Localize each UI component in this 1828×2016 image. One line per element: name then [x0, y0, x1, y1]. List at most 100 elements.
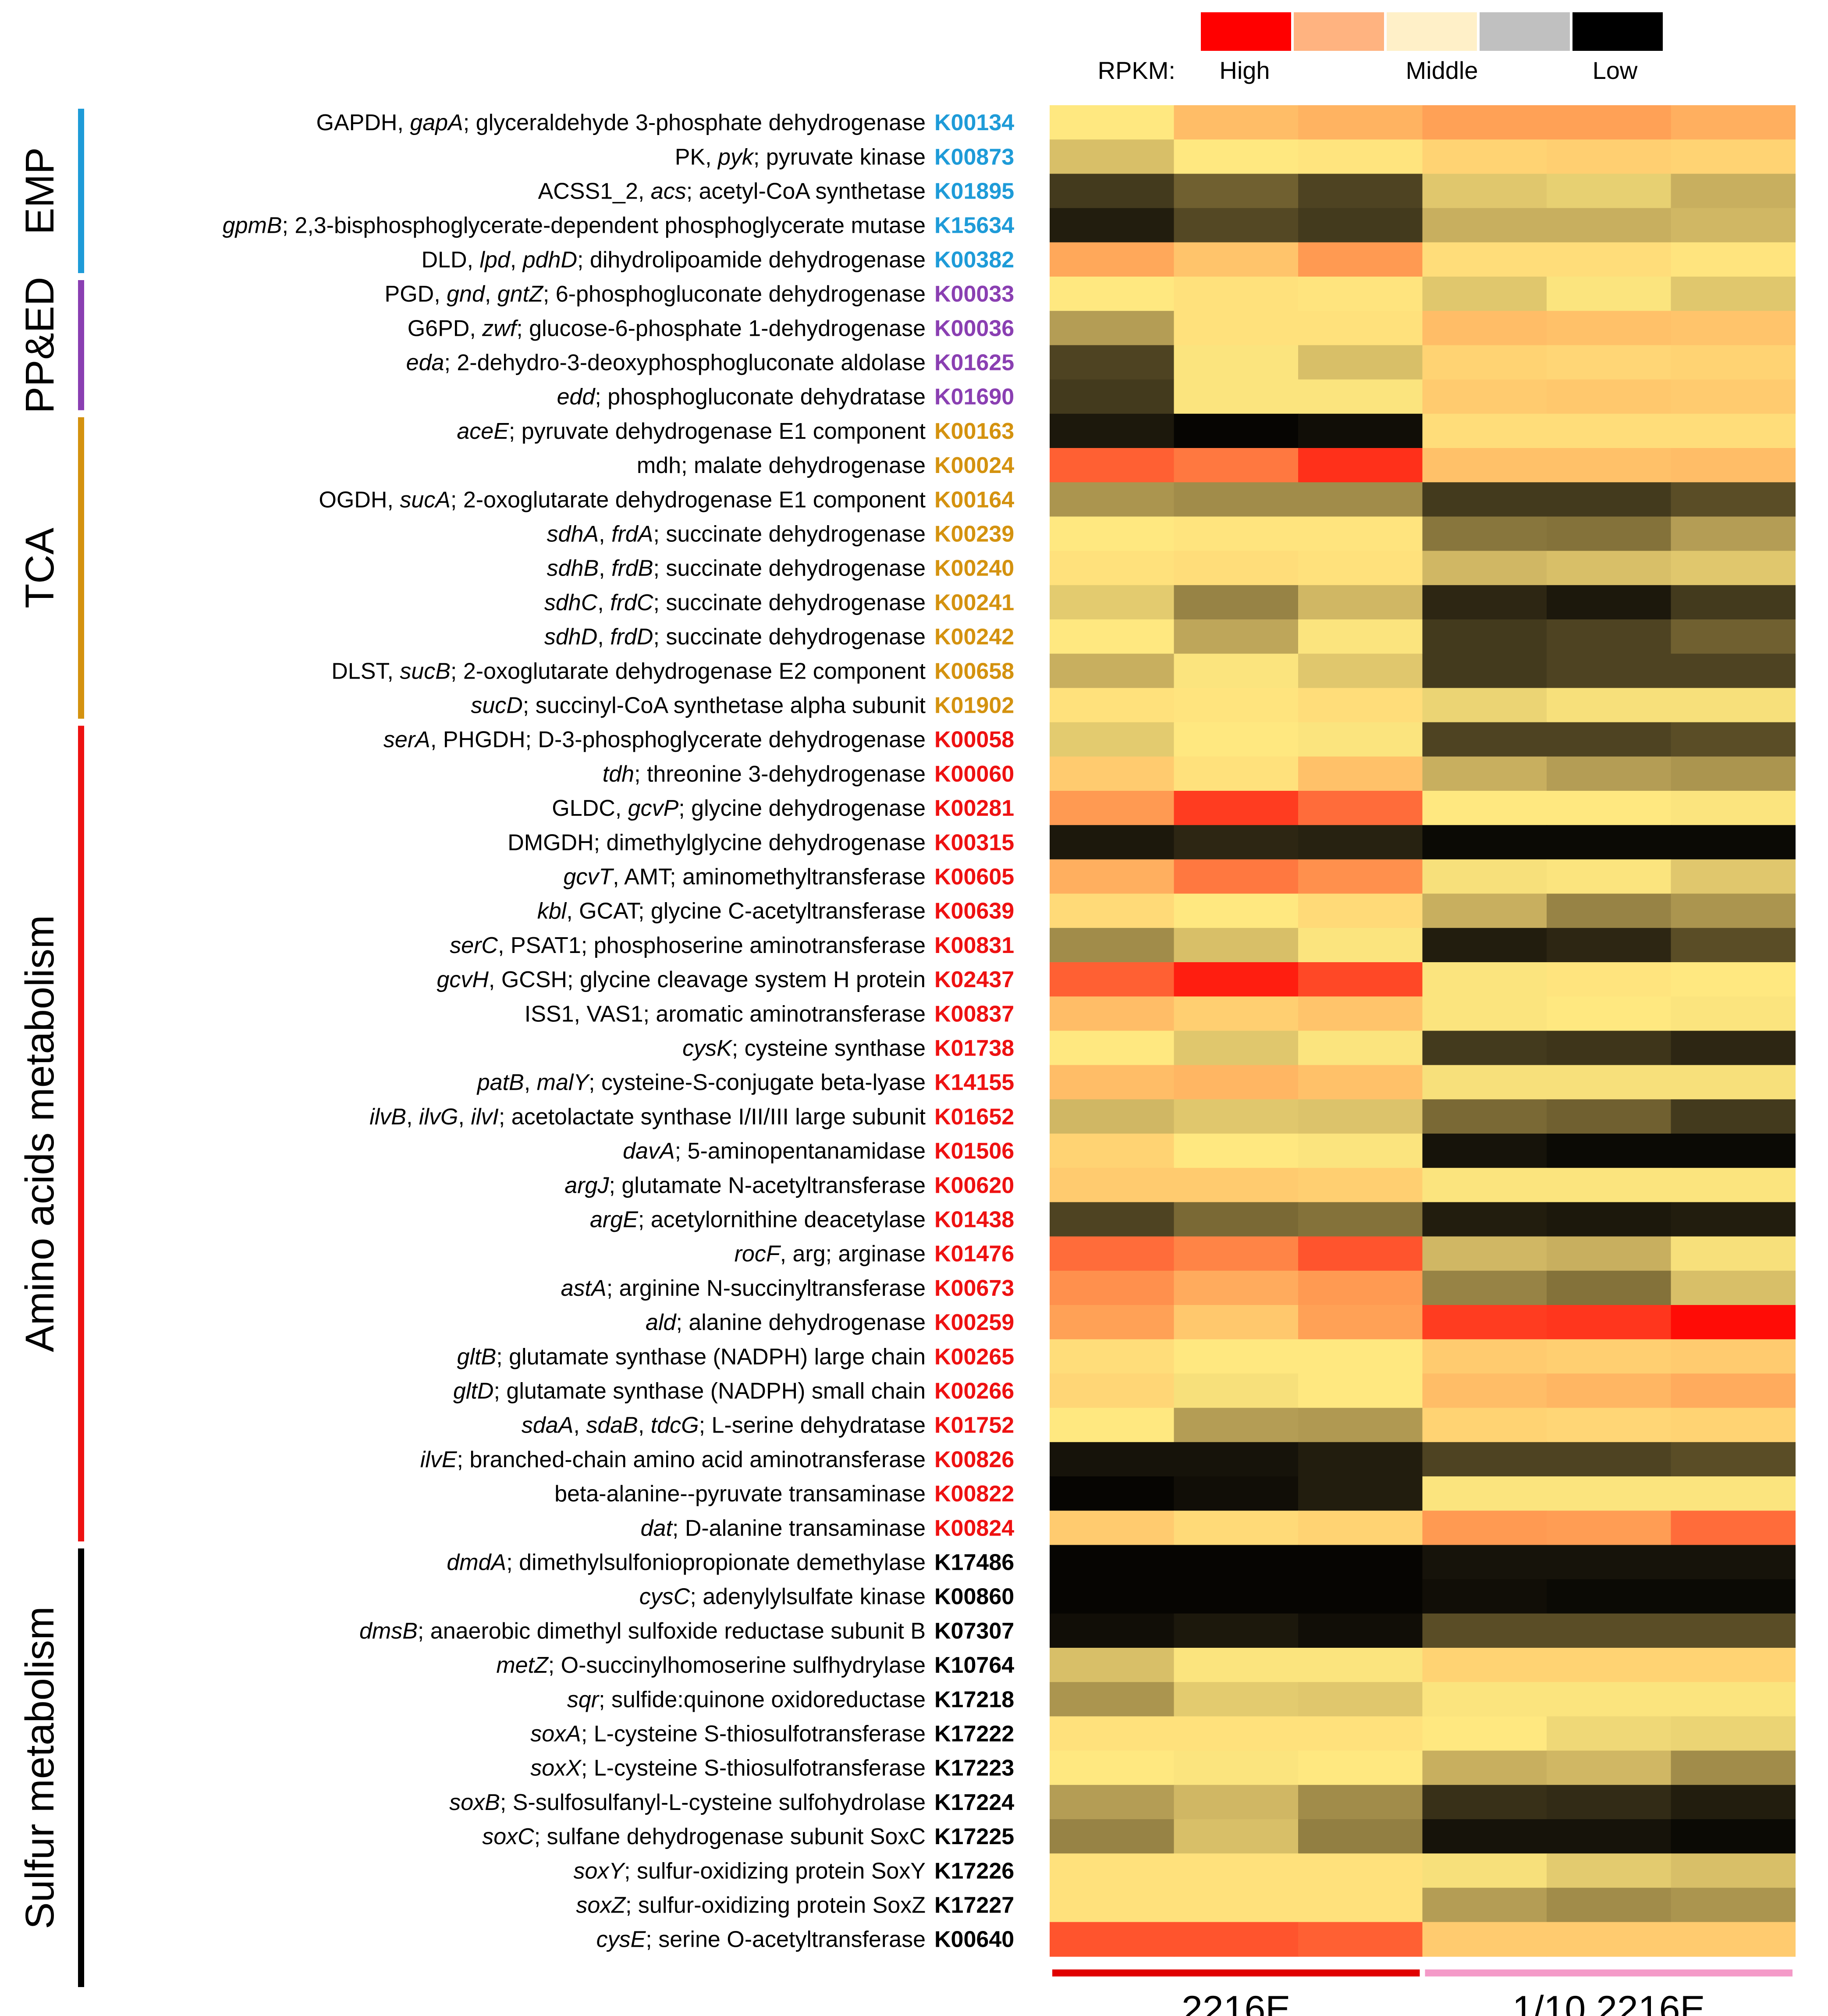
- ko-id: K10764: [934, 1653, 1014, 1678]
- group-underline: [1052, 1969, 1420, 1977]
- category-title: Sulfur metabolism: [18, 1607, 62, 1929]
- heatmap-cell: [1298, 1682, 1423, 1717]
- heatmap-cell: [1547, 1168, 1672, 1203]
- heatmap-cell: [1671, 174, 1796, 209]
- row-label-part: gapA: [410, 110, 463, 135]
- heatmap-cell: [1671, 996, 1796, 1031]
- row-label: ISS1, VAS1; aromatic aminotransferase: [525, 1001, 926, 1027]
- row-label-part: PK,: [675, 144, 718, 170]
- row-label: kbl, GCAT; glycine C-acetyltransferase: [537, 899, 926, 924]
- row-label-part: kbl: [537, 899, 567, 924]
- ko-id: K00164: [934, 487, 1014, 512]
- row-label: serC, PSAT1; phosphoserine aminotransfer…: [450, 933, 926, 958]
- heatmap-cell: [1174, 722, 1299, 757]
- row-label-part: ; succinyl-CoA synthetase alpha subunit: [523, 693, 926, 718]
- heatmap-cell: [1174, 1270, 1299, 1305]
- heatmap-cell: [1671, 516, 1796, 551]
- heatmap-cell: [1422, 105, 1547, 140]
- row-label-part: serC: [450, 933, 498, 958]
- heatmap-cell: [1050, 1134, 1175, 1169]
- ko-id: K00382: [934, 247, 1014, 273]
- ko-id: K15634: [934, 213, 1014, 238]
- heatmap-cell: [1422, 1716, 1547, 1751]
- heatmap-cell: [1174, 1648, 1299, 1683]
- row-label-part: , PSAT1; phosphoserine aminotransferase: [498, 933, 926, 958]
- heatmap-cell: [1422, 1270, 1547, 1305]
- row-label-part: soxX: [530, 1756, 582, 1781]
- category-title: EMP: [18, 147, 62, 235]
- heatmap-cell: [1422, 1922, 1547, 1957]
- heatmap-cell: [1298, 1065, 1423, 1100]
- heatmap-cell: [1298, 1511, 1423, 1546]
- row-label-part: ; 2-dehydro-3-deoxyphosphogluconate aldo…: [444, 350, 926, 376]
- heatmap-cell: [1671, 413, 1796, 448]
- heatmap-cell: [1547, 448, 1672, 483]
- heatmap-cell: [1174, 688, 1299, 723]
- heatmap-cell: [1050, 551, 1175, 586]
- heatmap-cell: [1671, 688, 1796, 723]
- category-title: Amino acids metabolism: [18, 915, 62, 1352]
- row-label: DLD, lpd, pdhD; dihydrolipoamide dehydro…: [421, 247, 926, 273]
- row-label: argE; acetylornithine deacetylase: [590, 1207, 926, 1233]
- row-label-part: sdaB: [586, 1413, 638, 1438]
- heatmap-cell: [1547, 551, 1672, 586]
- row-label-part: sqr: [567, 1687, 600, 1712]
- heatmap-cell: [1174, 516, 1299, 551]
- ko-id: K01738: [934, 1036, 1014, 1061]
- heatmap-cell: [1174, 1545, 1299, 1580]
- heatmap-cell: [1050, 1202, 1175, 1237]
- ko-id: K00605: [934, 864, 1014, 890]
- ko-id: K17486: [934, 1550, 1014, 1575]
- row-label: aceE; pyruvate dehydrogenase E1 componen…: [457, 419, 926, 444]
- heatmap-cell: [1298, 1476, 1423, 1511]
- row-label: soxY; sulfur-oxidizing protein SoxY: [574, 1858, 926, 1884]
- heatmap-cell: [1547, 1545, 1672, 1580]
- heatmap-cell: [1174, 1922, 1299, 1957]
- row-label: mdh; malate dehydrogenase: [637, 453, 926, 478]
- heatmap-cell: [1050, 1065, 1175, 1100]
- heatmap-cell: [1050, 1408, 1175, 1443]
- heatmap-cell: [1298, 1853, 1423, 1888]
- heatmap-cell: [1547, 345, 1672, 380]
- row-label-part: cysK: [682, 1036, 733, 1061]
- row-label-part: ,: [638, 1413, 651, 1438]
- heatmap-cell: [1298, 1545, 1423, 1580]
- row-label: ilvE; branched-chain amino acid aminotra…: [420, 1447, 926, 1472]
- row-label-part: ,: [458, 1104, 471, 1130]
- heatmap-cell: [1671, 379, 1796, 414]
- ko-id: K01690: [934, 384, 1014, 410]
- heatmap-cell: [1547, 654, 1672, 689]
- row-label-part: dat: [641, 1515, 674, 1541]
- row-label: gltB; glutamate synthase (NADPH) large c…: [457, 1344, 926, 1369]
- heatmap-cell: [1671, 1648, 1796, 1683]
- heatmap-cell: [1298, 585, 1423, 620]
- heatmap-cell: [1050, 688, 1175, 723]
- heatmap-cell: [1050, 311, 1175, 346]
- heatmap-cell: [1050, 1922, 1175, 1957]
- ko-id: K01652: [934, 1104, 1014, 1130]
- heatmap-cell: [1671, 242, 1796, 277]
- heatmap-cell: [1174, 482, 1299, 517]
- heatmap-cell: [1174, 1031, 1299, 1066]
- heatmap-cell: [1671, 482, 1796, 517]
- row-label-part: frdA: [611, 522, 653, 547]
- heatmap-cell: [1547, 859, 1672, 894]
- row-label-part: ,: [406, 1104, 419, 1130]
- heatmap-cell: [1422, 1442, 1547, 1477]
- row-label-part: serA: [383, 727, 430, 753]
- heatmap-cell: [1298, 893, 1423, 928]
- row-label-part: ; glutamate synthase (NADPH) small chain: [494, 1379, 926, 1404]
- row-label-part: gltD: [453, 1379, 493, 1404]
- row-label-part: ; branched-chain amino acid aminotransfe…: [457, 1447, 926, 1472]
- row-label-part: malY: [537, 1070, 590, 1095]
- legend-level: High: [1219, 57, 1270, 84]
- row-label-part: ,: [599, 522, 611, 547]
- heatmap-cell: [1671, 1305, 1796, 1340]
- heatmap-cell: [1422, 928, 1547, 963]
- heatmap-cell: [1174, 1888, 1299, 1923]
- legend-swatch: [1480, 12, 1570, 51]
- heatmap-cell: [1174, 105, 1299, 140]
- heatmap-cell: [1422, 1682, 1547, 1717]
- heatmap-cell: [1050, 585, 1175, 620]
- heatmap-cell: [1422, 1888, 1547, 1923]
